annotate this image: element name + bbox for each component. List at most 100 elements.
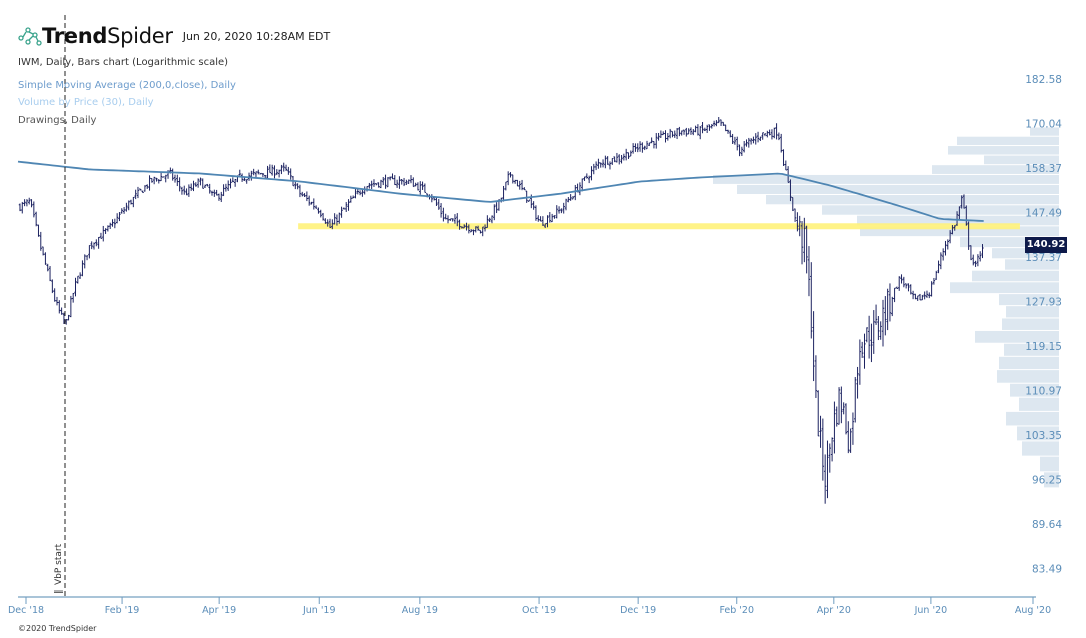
ohlc-bar	[930, 281, 933, 297]
ohlc-bar	[680, 130, 683, 136]
ohlc-bar	[467, 224, 471, 234]
ohlc-bar	[469, 229, 473, 233]
ohlc-bar	[150, 178, 154, 183]
ohlc-bar	[449, 218, 452, 221]
ohlc-bar	[28, 197, 31, 205]
ohlc-bar	[650, 137, 653, 144]
sma-200-line	[17, 160, 984, 222]
ohlc-bar	[136, 186, 140, 199]
ohlc-bar	[581, 178, 584, 192]
ohlc-bar	[213, 189, 216, 197]
ohlc-bar	[560, 208, 563, 214]
ohlc-bar	[523, 187, 526, 191]
ohlc-bar	[613, 156, 616, 163]
ohlc-bar	[745, 139, 748, 147]
ohlc-bar	[483, 224, 487, 232]
ohlc-bar	[587, 175, 591, 184]
ohlc-bar	[847, 421, 850, 454]
ohlc-bar	[210, 190, 214, 196]
ohlc-bar	[321, 212, 325, 221]
ohlc-bar	[372, 179, 376, 187]
ohlc-bar	[932, 277, 936, 285]
ohlc-bar	[622, 153, 626, 161]
ohlc-bar	[532, 201, 535, 210]
ohlc-bar	[333, 213, 336, 225]
ohlc-bar	[604, 155, 607, 169]
ohlc-bar	[298, 184, 302, 198]
x-tick-label: Jun '20	[914, 605, 948, 616]
ohlc-bar	[282, 162, 285, 172]
vbp-start-label: VbP start	[54, 543, 64, 585]
ohlc-bar	[486, 215, 489, 228]
ohlc-bar	[819, 415, 822, 448]
ohlc-bar	[516, 179, 519, 187]
ohlc-bar	[115, 213, 119, 224]
ohlc-bar	[23, 199, 26, 207]
ohlc-bar	[791, 197, 794, 212]
ohlc-bar	[761, 132, 764, 140]
ohlc-bar	[342, 207, 346, 210]
ohlc-bar	[696, 124, 700, 136]
ohlc-bar	[553, 215, 556, 219]
ohlc-bar	[666, 132, 670, 141]
ohlc-bar	[620, 154, 623, 164]
support-line[interactable]	[298, 223, 1020, 230]
legend-main[interactable]: IWM, Daily, Bars chart (Logarithmic scal…	[18, 57, 229, 68]
y-axis: 182.58 170.04 158.37 147.49 137.37 127.93 119.…	[1025, 74, 1062, 576]
vbp-bin	[972, 270, 1059, 282]
ohlc-bar	[60, 307, 63, 315]
y-tick-label: 147.49	[1025, 208, 1062, 220]
legend-drawings[interactable]: Drawings, Daily	[18, 115, 97, 126]
ohlc-bar	[935, 270, 938, 280]
ohlc-bar	[893, 287, 896, 303]
ohlc-bar	[705, 124, 709, 134]
vbp-bin	[860, 226, 1059, 237]
ohlc-bar	[860, 341, 864, 358]
ohlc-bar	[872, 310, 875, 354]
ohlc-bar	[775, 123, 778, 140]
ohlc-bar	[183, 185, 186, 195]
ohlc-bar	[270, 164, 274, 176]
ohlc-bar	[92, 242, 96, 250]
ohlc-bar	[951, 225, 954, 235]
ohlc-bar	[384, 174, 387, 189]
ohlc-bar	[127, 200, 130, 211]
ohlc-bar	[423, 183, 427, 193]
ohlc-bar	[754, 133, 757, 145]
ohlc-bar	[870, 323, 873, 363]
ohlc-bar	[835, 406, 838, 427]
ohlc-bar	[192, 180, 195, 192]
ohlc-bar	[363, 186, 366, 195]
header: TrendSpider Jun 20, 2020 10:28AM EDT	[18, 24, 330, 48]
vbp-bin	[1030, 127, 1059, 136]
ohlc-bar	[729, 130, 732, 138]
ohlc-bar	[377, 182, 380, 188]
ohlc-bar	[460, 226, 464, 229]
ohlc-bar	[867, 315, 871, 359]
ohlc-bar	[368, 182, 371, 189]
legend-sma[interactable]: Simple Moving Average (200,0,close), Dai…	[18, 80, 236, 91]
ohlc-bar	[203, 184, 207, 188]
vbp-bin	[1005, 259, 1059, 270]
ohlc-bar	[643, 145, 646, 151]
vbp-bin	[999, 356, 1059, 370]
ohlc-bar	[118, 212, 121, 222]
ohlc-bar	[574, 184, 577, 201]
ohlc-bar	[187, 184, 191, 197]
ohlc-bar	[645, 140, 649, 150]
ohlc-bar	[923, 291, 926, 300]
y-tick-label: 103.35	[1025, 430, 1062, 442]
ohlc-bar	[229, 178, 232, 189]
ohlc-bar	[30, 199, 33, 208]
ohlc-bar	[782, 149, 785, 166]
ohlc-bar	[69, 295, 73, 318]
ohlc-bar	[796, 212, 799, 232]
legend-vbp[interactable]: Volume by Price (30), Daily	[18, 97, 154, 108]
ohlc-bar	[722, 121, 725, 126]
ohlc-bar	[402, 177, 406, 187]
ohlc-bar	[571, 196, 575, 200]
ohlc-bar	[858, 339, 862, 385]
ohlc-bar	[88, 244, 91, 259]
ohlc-bar	[789, 179, 792, 202]
